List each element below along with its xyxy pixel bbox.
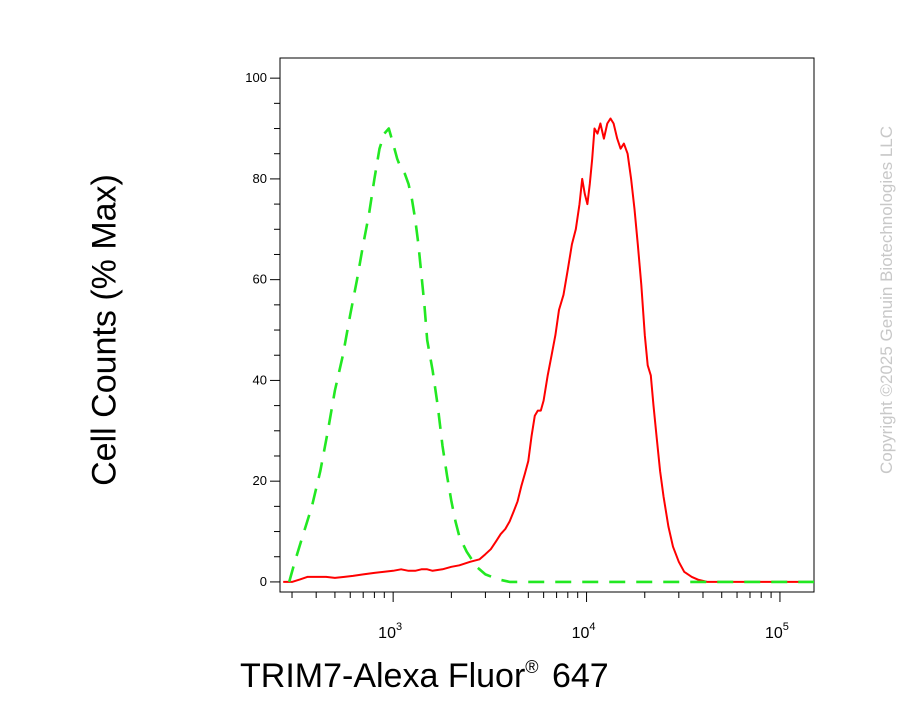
y-axis-title: Cell Counts (% Max) — [85, 174, 124, 486]
y-tick-label: 0 — [260, 574, 267, 589]
x-axis-title-suffix: 647 — [542, 657, 609, 695]
y-tick-label: 100 — [245, 70, 267, 85]
registered-mark: ® — [525, 657, 539, 677]
x-axis-ticks: 103 104 105 — [291, 592, 789, 642]
y-axis-ticks: 0 20 40 60 80 100 — [245, 70, 280, 589]
y-tick-label: 40 — [253, 372, 267, 387]
y-tick-label: 80 — [253, 171, 267, 186]
x-tick-exponent: 4 — [589, 621, 595, 633]
x-tick-base: 10 — [765, 625, 783, 642]
x-tick-base: 10 — [572, 625, 590, 642]
x-tick-exponent: 5 — [783, 621, 789, 633]
y-tick-label: 20 — [253, 473, 267, 488]
series-layer — [283, 117, 814, 584]
x-axis-title-main: TRIM7-Alexa Fluor — [240, 657, 526, 695]
y-tick-label: 60 — [253, 272, 267, 287]
x-tick-base: 10 — [378, 625, 396, 642]
x-tick-label: 104 — [572, 621, 596, 642]
x-tick-label: 103 — [378, 621, 402, 642]
x-tick-label: 105 — [765, 621, 789, 642]
plot-frame — [279, 57, 815, 593]
copyright-watermark: Copyright ©2025 Genuin Biotechnologies L… — [877, 125, 896, 475]
control-histogram-line — [287, 127, 814, 584]
x-axis-title: TRIM7-Alexa Fluor® 647 — [240, 657, 609, 696]
sample-histogram-line — [283, 117, 814, 583]
x-tick-exponent: 3 — [396, 621, 402, 633]
